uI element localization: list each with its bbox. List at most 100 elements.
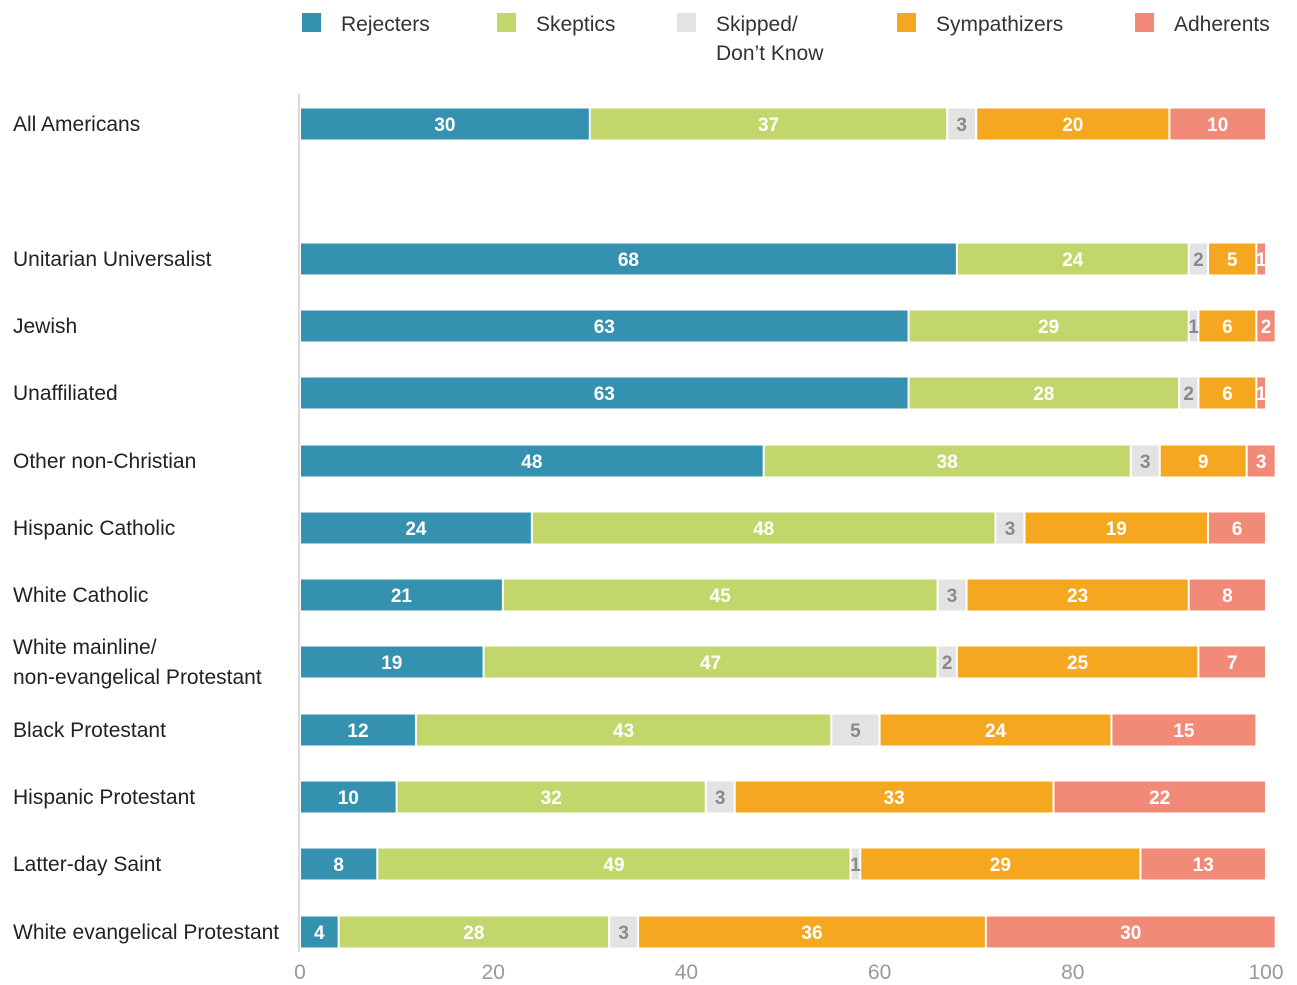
legend: Rejecters Skeptics Skipped/Don’t Know Sympa…	[0, 0, 1297, 80]
data-label: 22	[1149, 788, 1170, 809]
data-label: 9	[1198, 452, 1209, 473]
data-label: 28	[1033, 384, 1054, 405]
data-label: 30	[1120, 923, 1141, 944]
bar-segment	[1257, 243, 1265, 275]
data-label: 7	[1227, 653, 1238, 674]
data-label: 3	[715, 788, 726, 809]
category-label: Hispanic Protestant	[13, 786, 195, 809]
bar-segment	[996, 512, 1024, 544]
bar-segment	[706, 781, 734, 813]
data-label: 32	[541, 788, 562, 809]
data-label: 10	[338, 788, 359, 809]
legend-label: Sympathizers	[936, 13, 1064, 36]
bar-segment	[301, 916, 338, 948]
data-label: 1	[1188, 317, 1199, 338]
bar-segment	[301, 579, 502, 611]
x-tick-label: 20	[482, 961, 505, 984]
bar-segment	[909, 310, 1188, 342]
data-label: 48	[521, 452, 542, 473]
bar-segment	[1199, 310, 1256, 342]
bar-segment	[861, 848, 1140, 880]
data-label: 15	[1173, 721, 1195, 742]
legend-swatch	[1135, 13, 1154, 32]
data-label: 3	[947, 586, 958, 607]
data-label: 3	[1005, 519, 1016, 540]
bar-segment	[1257, 310, 1275, 342]
bar-segment	[948, 108, 976, 140]
data-label: 36	[801, 923, 822, 944]
legend-label: Skeptics	[536, 13, 616, 36]
bar-segment	[880, 714, 1111, 746]
data-label: 47	[700, 653, 721, 674]
data-label: 8	[333, 855, 344, 876]
data-label: 24	[1062, 250, 1084, 271]
data-label: 3	[956, 115, 967, 136]
data-label: 33	[884, 788, 905, 809]
data-label: 30	[434, 115, 455, 136]
data-label: 20	[1062, 115, 1083, 136]
data-label: 3	[1256, 452, 1267, 473]
category-label: Black Protestant	[13, 719, 166, 742]
bar-segment	[1131, 445, 1159, 477]
bar-segment	[1209, 243, 1256, 275]
bar-segment	[503, 579, 937, 611]
bar-segment	[484, 646, 937, 678]
bar-segment	[986, 916, 1275, 948]
category-label: White mainline/non-evangelical Protestan…	[13, 636, 262, 689]
bar-segment	[301, 781, 396, 813]
bar-segment	[301, 445, 763, 477]
legend-item: Sympathizers	[897, 10, 1086, 39]
data-label: 23	[1067, 586, 1088, 607]
data-label: 43	[613, 721, 634, 742]
data-label: 5	[850, 721, 861, 742]
data-label: 1	[850, 855, 861, 876]
legend-label: Rejecters	[341, 13, 430, 36]
data-label: 49	[603, 855, 624, 876]
bar-segment	[1189, 310, 1198, 342]
data-label: 45	[710, 586, 732, 607]
data-label: 3	[618, 923, 629, 944]
bar-segment	[1170, 108, 1265, 140]
data-label: 48	[753, 519, 774, 540]
data-label: 38	[937, 452, 958, 473]
category-label: Unitarian Universalist	[13, 248, 212, 271]
data-label: 63	[594, 317, 615, 338]
category-label: Hispanic Catholic	[13, 517, 175, 540]
data-label: 68	[618, 250, 639, 271]
bar-segment	[909, 377, 1179, 409]
bar-segment	[639, 916, 985, 948]
data-label: 2	[942, 653, 953, 674]
bar-segment	[1189, 579, 1265, 611]
legend-item: Rejecters	[302, 10, 491, 39]
data-label: 6	[1222, 317, 1233, 338]
bar-segment	[832, 714, 879, 746]
category-label: Other non-Christian	[13, 450, 196, 473]
bar-segment	[1141, 848, 1265, 880]
data-label: 10	[1207, 115, 1228, 136]
legend-swatch	[302, 13, 321, 32]
bar-segment	[735, 781, 1053, 813]
category-label: Unaffiliated	[13, 382, 118, 405]
bar-segment	[301, 310, 908, 342]
bar-segment	[301, 646, 483, 678]
category-label: Jewish	[13, 315, 77, 338]
data-label: 25	[1067, 653, 1089, 674]
data-label: 2	[1193, 250, 1204, 271]
bar-segment	[301, 243, 956, 275]
bar-segment	[851, 848, 860, 880]
legend-item: Skipped/Don’t Know	[677, 10, 866, 68]
bar-segment	[301, 108, 589, 140]
category-label: All Americans	[13, 113, 140, 136]
data-label: 24	[405, 519, 427, 540]
x-tick-label: 80	[1061, 961, 1084, 984]
bar-segment	[1189, 243, 1208, 275]
bar-segment	[339, 916, 609, 948]
bar-segment	[532, 512, 995, 544]
category-label: Latter-day Saint	[13, 853, 161, 876]
bar-segment	[301, 512, 531, 544]
x-tick-label: 60	[868, 961, 891, 984]
bar-segment	[977, 108, 1169, 140]
bar-segment	[590, 108, 947, 140]
bar-segment	[1199, 646, 1265, 678]
